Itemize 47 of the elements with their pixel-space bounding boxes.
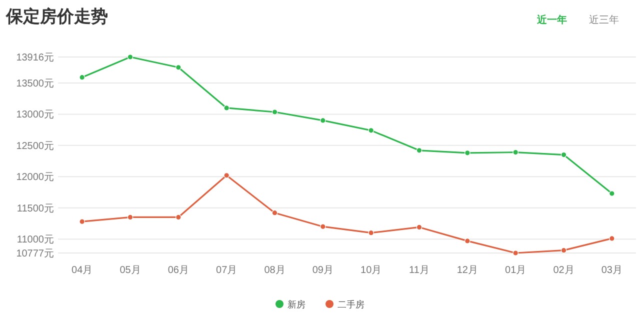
x-tick-label: 09月 xyxy=(312,265,334,276)
legend-label: 二手房 xyxy=(338,300,364,310)
point xyxy=(560,152,567,158)
point xyxy=(320,118,326,124)
x-tick-label: 05月 xyxy=(120,265,141,276)
point xyxy=(79,218,85,224)
point xyxy=(320,224,326,230)
x-tick-label: 02月 xyxy=(553,265,574,276)
point xyxy=(224,105,230,111)
point xyxy=(272,109,278,115)
point xyxy=(416,148,422,154)
chart-title: 保定房价走势 xyxy=(5,7,108,26)
text: 近三年 xyxy=(589,14,619,26)
y-tick-label: 12500元 xyxy=(16,140,54,152)
point xyxy=(416,224,422,230)
text: 近一年 xyxy=(536,14,567,26)
x-tick-label: 06月 xyxy=(168,265,189,276)
y-tick-label: 12000元 xyxy=(16,172,54,184)
x-tick-label: 11月 xyxy=(409,265,430,276)
point xyxy=(224,172,230,178)
point xyxy=(609,190,615,196)
point xyxy=(609,236,615,242)
x-tick-label: 04月 xyxy=(72,265,93,276)
y-tick-label: 13916元 xyxy=(16,52,54,64)
legend-label: 新房 xyxy=(288,300,306,310)
point xyxy=(368,128,374,134)
point xyxy=(272,210,278,216)
x-tick-label: 01月 xyxy=(505,265,526,276)
y-tick-label: 13500元 xyxy=(16,78,54,90)
x-tick-label: 10月 xyxy=(360,265,382,276)
point xyxy=(79,74,85,80)
x-tick-label: 12月 xyxy=(456,265,478,276)
point xyxy=(127,214,134,220)
point xyxy=(512,149,518,156)
x-tick-label: 03月 xyxy=(601,265,622,276)
point xyxy=(176,64,182,70)
point xyxy=(464,238,470,244)
y-tick-label: 11500元 xyxy=(16,203,54,214)
point xyxy=(127,54,134,60)
y-tick-label: 10777元 xyxy=(16,248,54,260)
x-tick-label: 08月 xyxy=(264,265,286,276)
point xyxy=(512,250,518,256)
x-tick-label: 07月 xyxy=(216,265,238,276)
point xyxy=(176,214,182,220)
y-tick-label: 11000元 xyxy=(16,234,54,246)
point xyxy=(464,150,470,156)
y-tick-label: 13000元 xyxy=(16,110,54,121)
